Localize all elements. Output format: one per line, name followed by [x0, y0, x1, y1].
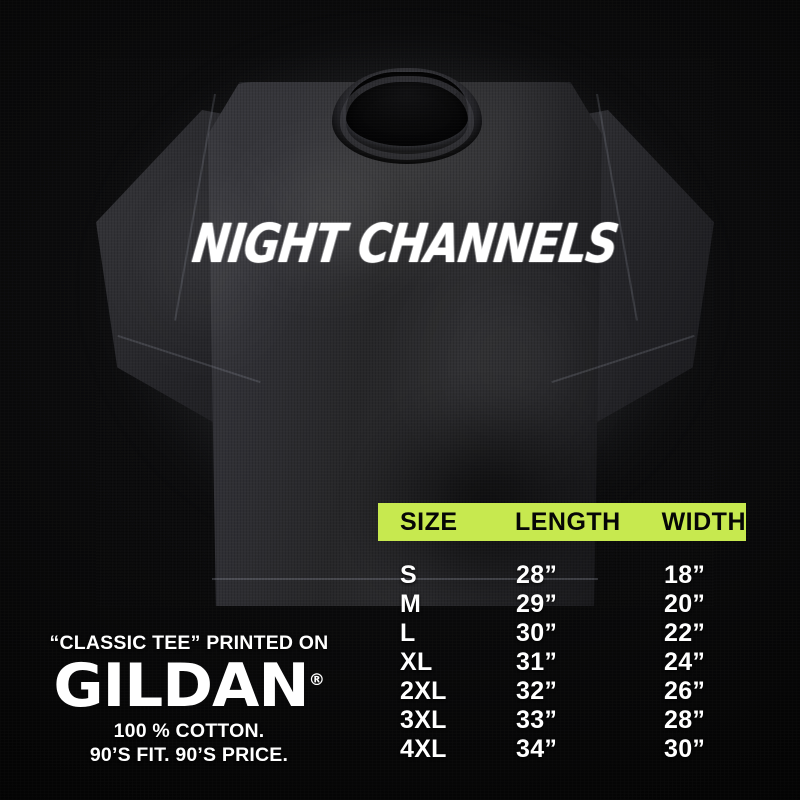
table-row: S 28” 18” — [378, 561, 746, 590]
table-row: XL 31” 24” — [378, 648, 746, 677]
gildan-logo: GILDAN® — [53, 656, 325, 716]
cell-width: 22” — [664, 619, 706, 647]
chest-print: NIGHT CHANNELS — [96, 213, 714, 275]
column-header-length: LENGTH — [514, 507, 621, 536]
cell-length: 29” — [516, 590, 558, 618]
cell-width: 30” — [664, 735, 706, 763]
cell-width: 24” — [664, 648, 706, 676]
registered-trademark-icon: ® — [308, 670, 325, 689]
chest-print-text: NIGHT CHANNELS — [189, 213, 621, 276]
brand-fit-price-line: 90’S FIT. 90’S PRICE. — [89, 743, 289, 766]
cell-size: 4XL — [400, 735, 447, 763]
column-header-size: SIZE — [400, 507, 458, 536]
table-row: 4XL 34” 30” — [378, 735, 746, 764]
column-header-width: WIDTH — [661, 507, 746, 536]
cell-size: M — [400, 590, 422, 618]
tshirt-collar-rib — [340, 76, 474, 160]
size-chart-header-bar: SIZE LENGTH WIDTH — [378, 503, 746, 541]
cell-length: 32” — [516, 677, 558, 705]
cell-width: 26” — [664, 677, 706, 705]
cell-size: L — [400, 619, 416, 647]
cell-length: 31” — [516, 648, 558, 676]
cell-size: XL — [400, 648, 433, 676]
cell-size: 3XL — [400, 706, 447, 734]
cell-length: 33” — [516, 706, 558, 734]
brand-cotton-line: 100 % COTTON. — [113, 719, 265, 742]
table-row: 2XL 32” 26” — [378, 677, 746, 706]
gildan-wordmark: GILDAN — [53, 651, 309, 721]
cell-size: 2XL — [400, 677, 447, 705]
table-row: L 30” 22” — [378, 619, 746, 648]
size-chart: SIZE LENGTH WIDTH S 28” 18” M 29” 20” L … — [378, 503, 746, 764]
cell-width: 18” — [664, 561, 706, 589]
cell-size: S — [400, 561, 417, 589]
table-row: M 29” 20” — [378, 590, 746, 619]
table-row: 3XL 33” 28” — [378, 706, 746, 735]
brand-block: “CLASSIC TEE” PRINTED ON GILDAN® 100 % C… — [0, 632, 378, 767]
cell-length: 28” — [516, 561, 558, 589]
size-chart-rows: S 28” 18” M 29” 20” L 30” 22” XL 31” 24”… — [378, 561, 746, 764]
cell-width: 28” — [664, 706, 706, 734]
cell-width: 20” — [664, 590, 706, 618]
brand-tagline: “CLASSIC TEE” PRINTED ON — [49, 632, 329, 654]
cell-length: 30” — [516, 619, 558, 647]
cell-length: 34” — [516, 735, 558, 763]
